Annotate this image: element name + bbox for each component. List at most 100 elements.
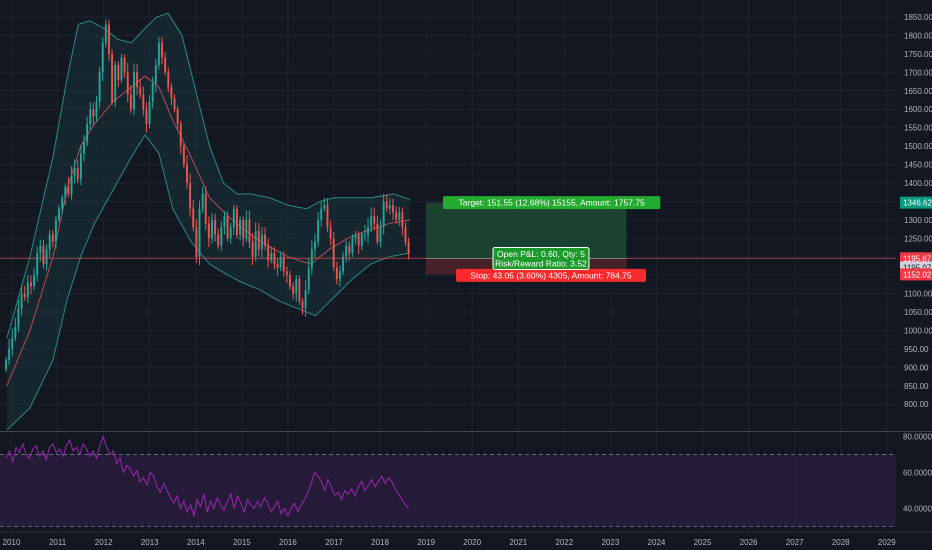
candle-body [223, 216, 226, 228]
candle-body [132, 72, 135, 110]
price-tick-label: 1650.00 [904, 87, 932, 96]
candle-body [407, 241, 410, 254]
open-pnl-label: Open P&L: 0.60, Qty: 5 [497, 249, 585, 259]
candle-body [260, 234, 263, 250]
candle [323, 197, 326, 212]
price-badge-label: 1195.07 [903, 264, 932, 273]
candle-body [92, 109, 95, 117]
rsi-pane[interactable]: 40.0000 60.0000 80.0000 [0, 431, 932, 527]
candle [376, 215, 379, 245]
candle [326, 198, 329, 233]
candle-body [248, 219, 251, 242]
candle [5, 356, 7, 373]
candle [161, 37, 164, 65]
candle-body [51, 234, 54, 242]
year-label: 2019 [417, 538, 435, 547]
price-badge-bg [900, 196, 932, 209]
candle [251, 233, 254, 266]
candle [401, 207, 404, 236]
price-tick-label: 950.00 [904, 345, 929, 354]
candle [42, 240, 45, 269]
candle [373, 207, 376, 231]
candle-body [282, 256, 285, 272]
time-axis[interactable]: 2010 2011 2012 2013 2014 2015 2016 2017 2018 2019… [0, 531, 932, 547]
candle [270, 246, 273, 264]
candle-body [270, 253, 273, 261]
candle-body [376, 223, 379, 242]
candle-body [398, 212, 401, 220]
price-tick-label: 1450.00 [904, 161, 932, 170]
candle [92, 102, 95, 126]
candle-body [314, 241, 316, 250]
price-tick-label: 1300.00 [904, 216, 932, 225]
candle-body [114, 64, 117, 102]
candle [317, 211, 320, 247]
candle-body [173, 98, 176, 110]
candle-body [36, 253, 39, 276]
candle [111, 49, 114, 105]
year-label: 2020 [463, 538, 481, 547]
price-badge-1[interactable]: 1195.67 [900, 252, 932, 265]
candle-body [338, 271, 341, 279]
year-label: 2013 [141, 538, 159, 547]
long-position-tool[interactable]: Target: 151.55 (12.68%) 15155, Amount: 1… [0, 196, 896, 282]
candle [201, 186, 204, 214]
candle [304, 280, 307, 317]
year-label: 2028 [832, 538, 850, 547]
candle [282, 251, 285, 277]
price-tick-label: 1050.00 [904, 308, 932, 317]
year-label: 2016 [279, 538, 297, 547]
candle [95, 95, 98, 122]
candle [189, 173, 192, 217]
candle-body [148, 101, 151, 124]
year-label: 2018 [371, 538, 389, 547]
candle-body [204, 194, 207, 224]
price-badge-0[interactable]: 1346.62 [900, 196, 932, 209]
candle [139, 79, 142, 99]
candle [235, 205, 238, 239]
candle [51, 230, 54, 247]
candle [67, 177, 70, 198]
candle [329, 220, 332, 246]
candle [114, 60, 117, 108]
candle [295, 275, 298, 302]
candle [39, 239, 42, 262]
candle-body [117, 64, 120, 80]
candle-body [301, 300, 304, 309]
candle-body [329, 227, 332, 239]
candle-body [395, 212, 398, 220]
year-label: 2026 [740, 538, 758, 547]
candle [382, 194, 385, 235]
price-axis[interactable]: 800.00 850.00 900.00 950.00 1000.00 1050.00 11… [900, 13, 932, 409]
year-label: 2015 [233, 538, 251, 547]
candle [173, 94, 176, 113]
candle [398, 206, 401, 226]
year-label: 2011 [49, 538, 67, 547]
candle [164, 52, 167, 76]
price-badge-3[interactable]: 1152.02 [900, 268, 932, 281]
target-label-box[interactable]: Target: 151.55 (12.68%) 15155, Amount: 1… [443, 196, 661, 210]
price-tick-label: 1700.00 [904, 68, 932, 77]
candle [211, 213, 213, 244]
candle [264, 227, 267, 251]
candle-body [198, 208, 201, 257]
candle-body [385, 201, 388, 209]
price-tick-label: 850.00 [904, 382, 929, 391]
stop-label-box[interactable]: Stop: 43.05 (3.60%) 4305, Amount: 784.75 [456, 268, 646, 282]
candle-body [201, 194, 204, 209]
candle-body [54, 219, 57, 242]
stop-label: Stop: 43.05 (3.60%) 4305, Amount: 784.75 [470, 270, 631, 280]
candle [226, 211, 229, 242]
candle [45, 244, 48, 271]
candle [257, 222, 260, 256]
candle-body [86, 123, 89, 143]
candle [170, 82, 173, 106]
year-label: 2021 [509, 538, 527, 547]
candle [33, 268, 36, 291]
candle [54, 215, 57, 249]
year-label: 2014 [187, 538, 205, 547]
candle-body [64, 186, 67, 198]
candlestick-series[interactable] [5, 19, 410, 373]
